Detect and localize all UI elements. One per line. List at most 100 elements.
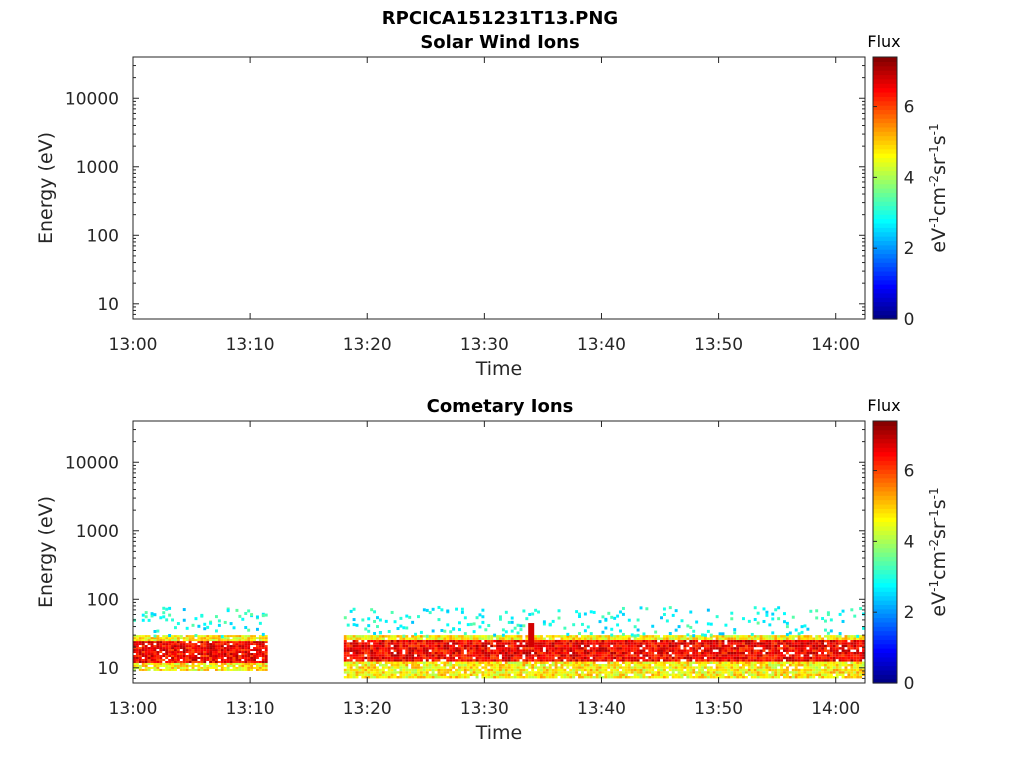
spectrogram-cell — [173, 641, 177, 644]
spectrogram-cell — [616, 666, 620, 669]
spectrogram-cell — [627, 647, 631, 650]
spectrogram-cell — [176, 637, 180, 640]
spectrogram-cell — [496, 666, 499, 669]
spectrogram-cell — [173, 649, 177, 652]
spectrogram-cell — [522, 676, 526, 679]
spectrogram-cell — [402, 661, 406, 664]
spectrogram-cell — [856, 668, 860, 672]
spectrogram-cell — [686, 651, 690, 655]
spectrogram-cell — [747, 668, 751, 672]
colorbar-swatch — [873, 591, 897, 597]
spectrogram-cell — [352, 647, 356, 650]
spectrogram-cell — [545, 651, 549, 655]
spectrogram-cell — [534, 659, 538, 662]
spectrogram-cell — [173, 626, 177, 630]
colorbar-swatch — [873, 573, 897, 579]
spectrogram-cell — [144, 647, 148, 650]
spectrogram-cell — [212, 658, 215, 661]
spectrogram-cell — [601, 676, 605, 679]
spectrogram-cell — [393, 673, 397, 677]
spectrogram-cell — [504, 671, 508, 674]
spectrogram-cell — [841, 659, 845, 662]
spectrogram-cell — [613, 651, 617, 655]
spectrogram-cell — [856, 663, 860, 667]
spectrogram-cell — [159, 664, 163, 667]
spectrogram-cell — [645, 654, 649, 657]
spectrogram-cell — [367, 673, 371, 677]
colorbar-swatch — [873, 630, 897, 636]
spectrogram-cell — [504, 637, 508, 640]
spectrogram-cell — [575, 654, 579, 657]
spectrogram-cell — [534, 642, 538, 645]
spectrogram-cell — [402, 676, 406, 679]
spectrogram-cell — [393, 661, 397, 664]
spectrogram-cell — [613, 642, 617, 645]
spectrogram-cell — [220, 643, 224, 646]
spectrogram-cell — [343, 644, 347, 648]
colorbar-swatch — [873, 582, 897, 588]
spectrogram-cell — [358, 635, 362, 638]
spectrogram-cell — [569, 654, 573, 657]
spectrogram-cell — [352, 618, 356, 622]
spectrogram-cell — [627, 649, 631, 652]
spectrogram-cell — [206, 653, 210, 656]
spectrogram-cell — [730, 639, 734, 643]
spectrogram-cell — [856, 654, 860, 657]
spectrogram-cell — [586, 659, 590, 662]
spectrogram-cell — [176, 657, 180, 659]
colorbar-swatch — [873, 70, 897, 76]
spectrogram-cell — [200, 645, 204, 648]
spectrogram-cell — [794, 663, 798, 667]
spectrogram-cell — [258, 641, 262, 644]
spectrogram-cell — [417, 663, 420, 667]
spectrogram-cell — [838, 639, 842, 643]
spectrogram-cell — [493, 671, 497, 674]
x-axis: 13:00 13:10 13:20 13:30 13:40 13:50 14:00 — [109, 57, 860, 355]
spectrogram-cell — [554, 651, 558, 655]
spectrogram-cell — [405, 649, 409, 652]
spectrogram-cell — [171, 635, 174, 638]
spectrogram-cell — [815, 671, 819, 674]
spectrogram-cell — [785, 668, 789, 672]
spectrogram-cell — [800, 651, 804, 655]
spectrogram-cell — [736, 654, 740, 657]
spectrogram-cell — [490, 663, 494, 667]
spectrogram-cell — [762, 671, 766, 674]
spectrogram-cell — [578, 649, 581, 652]
spectrogram-cell — [572, 654, 576, 657]
spectrogram-cell — [572, 635, 576, 638]
spectrogram-cell — [812, 671, 816, 674]
spectrogram-cell — [475, 649, 479, 652]
spectrogram-cell — [750, 635, 754, 638]
spectrogram-cell — [551, 642, 555, 645]
spectrogram-cell — [253, 658, 256, 661]
spectrogram-cell — [624, 671, 628, 674]
spectrogram-cell — [133, 658, 136, 661]
spectrogram-cell — [472, 671, 476, 674]
spectrogram-cell — [850, 654, 854, 657]
spectrogram-cell — [621, 606, 625, 610]
spectrogram-cell — [742, 639, 745, 643]
spectrogram-cell — [458, 647, 461, 650]
spectrogram-cell — [376, 647, 379, 650]
spectrogram-cell — [783, 656, 786, 660]
spectrogram-cell — [402, 644, 406, 648]
spectrogram-cell — [182, 657, 186, 659]
spectrogram-cell — [460, 654, 464, 657]
spectrogram-cell — [785, 661, 789, 664]
spectrogram-cell — [768, 642, 772, 645]
spectrogram-cell — [250, 637, 254, 640]
spectrogram-cell — [739, 659, 743, 662]
spectrogram-cell — [499, 651, 502, 655]
spectrogram-cell — [212, 651, 215, 654]
spectrogram-cell — [815, 635, 819, 638]
spectrogram-cell — [191, 666, 195, 669]
spectrogram-cell — [578, 659, 581, 662]
spectrogram-cell — [466, 623, 470, 627]
spectrogram-cell — [449, 647, 453, 650]
spectrogram-cell — [701, 656, 704, 660]
spectrogram-cell — [150, 657, 154, 659]
spectrogram-cell — [742, 668, 745, 672]
spectrogram-cell — [771, 676, 775, 679]
spectrogram-cell — [580, 649, 584, 652]
